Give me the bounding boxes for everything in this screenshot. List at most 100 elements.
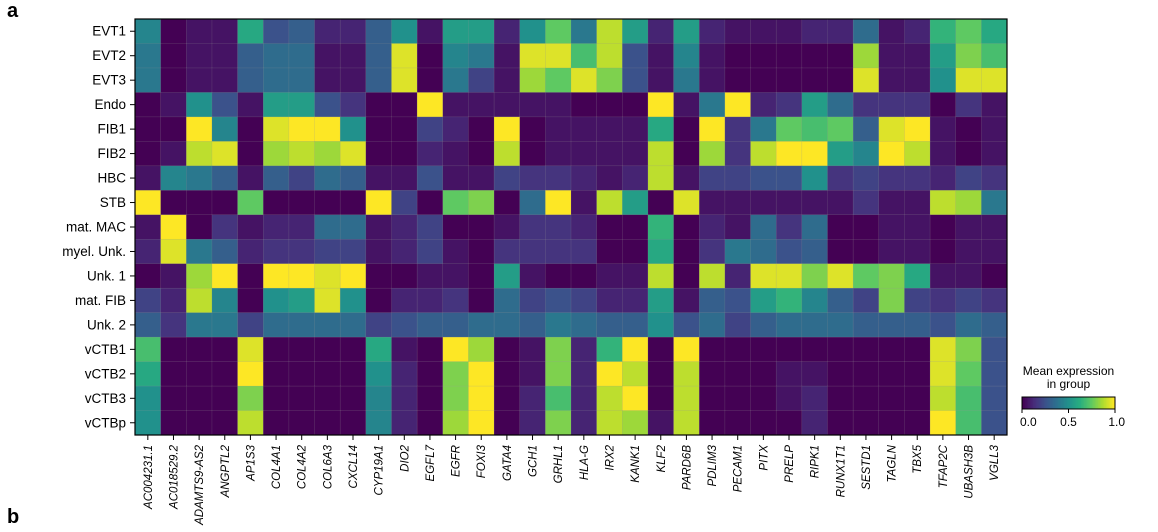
heatmap-cell [468,410,495,436]
heatmap-cell [365,141,393,167]
panel-label-a: a [7,0,19,22]
heatmap-cell [775,18,803,45]
heatmap-cell [314,67,341,93]
heatmap-cell [929,238,957,265]
colorbar-segment [1051,397,1054,409]
heatmap-cell [981,18,1008,45]
heatmap-cell [442,190,469,216]
heatmap-cell [570,116,598,142]
heatmap-cell [596,18,623,45]
heatmap-cell [801,141,829,167]
colorbar-segment [1032,397,1035,409]
heatmap-cell [775,116,803,142]
heatmap-cell [339,263,367,289]
heatmap-cell [134,43,162,69]
heatmap-cell [186,67,213,93]
heatmap-cell [852,67,880,93]
heatmap-cell [698,18,726,45]
heatmap-cell [570,361,598,387]
heatmap-cell [827,67,854,93]
heatmap-cell [365,336,393,363]
heatmap-cell [955,263,982,289]
heatmap-cell [493,385,521,412]
column-label: COL6A3 [322,444,334,489]
colorbar-segment [1049,397,1052,409]
heatmap-cell [262,287,290,314]
heatmap-cell [724,214,752,240]
heatmap-cell [339,214,367,240]
colorbar-segment [1066,397,1069,409]
heatmap-cell [314,214,341,240]
heatmap-cell [262,141,290,167]
heatmap-cell [647,385,675,412]
plot-frame [134,18,1008,436]
heatmap-cell [160,287,187,314]
heatmap-cell [827,312,854,338]
heatmap-cell [134,361,162,387]
heatmap-cell [545,385,572,412]
heatmap-cell [775,141,803,167]
heatmap-cell [288,238,316,265]
heatmap-cell [416,385,444,412]
heatmap-cell [929,361,957,387]
heatmap-cell [545,214,572,240]
heatmap-cell [134,238,162,265]
heatmap-cell [160,263,187,289]
heatmap-cell [288,18,316,45]
heatmap-cell [468,165,495,191]
heatmap-cell [647,116,675,142]
heatmap-cell [724,336,752,363]
heatmap-cell [288,336,316,363]
heatmap-cell [160,238,187,265]
heatmap-cell [878,92,905,118]
heatmap-cell [878,214,905,240]
heatmap-cell [827,141,854,167]
heatmap-cell [493,141,521,167]
heatmap-cell [647,18,675,45]
heatmap-cell [186,165,213,191]
colorbar-segment [1093,397,1096,409]
heatmap-cell [545,287,572,314]
heatmap-cell [186,141,213,167]
heatmap-cell [750,67,777,93]
heatmap-cell [160,43,187,69]
heatmap-cell [339,238,367,265]
heatmap-cell [570,263,598,289]
heatmap-cell [365,263,393,289]
heatmap-cell [801,67,829,93]
heatmap-cell [545,165,572,191]
heatmap-cell [416,312,444,338]
heatmap-cell [827,190,854,216]
colorbar-segment [1043,397,1046,409]
heatmap-cell [442,67,469,93]
heatmap-cell [775,214,803,240]
column-label: ADAMTS9-AS2 [194,444,206,525]
heatmap-cell [493,361,521,387]
heatmap-cell [442,43,469,69]
heatmap-cell [519,385,546,412]
heatmap-cell [750,385,777,412]
heatmap-cell [878,165,905,191]
heatmap-cell [211,336,239,363]
heatmap-cell [468,263,495,289]
heatmap-cell [416,287,444,314]
heatmap-cell [801,385,829,412]
heatmap-cell [724,190,752,216]
heatmap-cell [416,67,444,93]
heatmap-cell [698,238,726,265]
heatmap-cell [775,263,803,289]
heatmap-cell [955,385,982,412]
colorbar-segment [1028,397,1031,409]
heatmap-cell [981,190,1008,216]
column-label: KANK1 [630,445,642,483]
heatmap-cell [468,214,495,240]
heatmap-cell [750,312,777,338]
heatmap-cell [468,312,495,338]
heatmap-cell [570,67,598,93]
heatmap-cell [237,18,264,45]
heatmap-cell [878,67,905,93]
heatmap-cell [955,238,982,265]
heatmap-cell [211,116,239,142]
colorbar-segment [1073,397,1076,409]
